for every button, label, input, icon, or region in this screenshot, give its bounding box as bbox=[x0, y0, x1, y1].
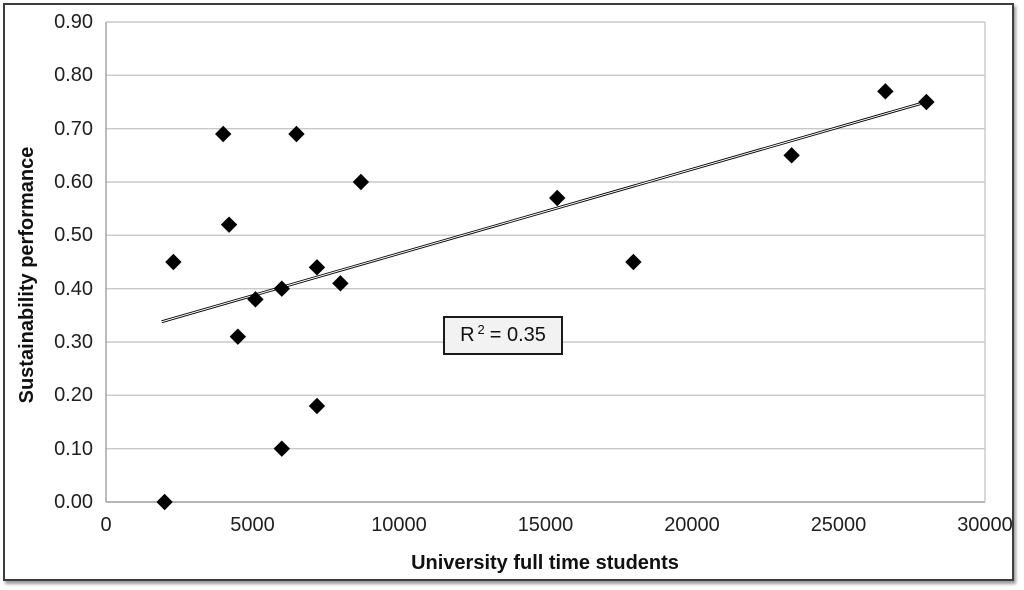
x-tick-label: 5000 bbox=[230, 514, 275, 536]
y-tick-label: 0.50 bbox=[54, 224, 93, 247]
data-point-diamond bbox=[877, 83, 894, 100]
y-tick-label: 0.70 bbox=[54, 117, 93, 140]
x-tick-label: 25000 bbox=[810, 514, 867, 536]
data-point-diamond bbox=[156, 493, 173, 511]
y-tick-label: 0.30 bbox=[54, 331, 93, 353]
data-point-diamond bbox=[783, 147, 800, 164]
r-squared-value: = 0.35 bbox=[489, 324, 546, 346]
y-tick-label: 0.20 bbox=[54, 384, 93, 407]
data-point-diamond bbox=[308, 259, 326, 276]
y-tick-label: 0.60 bbox=[54, 171, 93, 193]
r-squared-exponent: 2 bbox=[477, 322, 485, 337]
data-point-diamond bbox=[229, 328, 247, 345]
x-tick-label: 15000 bbox=[517, 514, 574, 536]
data-point-diamond bbox=[165, 253, 182, 271]
data-point-diamond bbox=[549, 189, 566, 207]
y-tick-label: 0.10 bbox=[54, 437, 93, 460]
trendline-core bbox=[161, 103, 921, 323]
data-point-diamond bbox=[625, 253, 642, 271]
data-point-diamond bbox=[288, 125, 305, 143]
data-point-diamond bbox=[215, 125, 232, 143]
y-axis-title: Sustainability performance bbox=[16, 146, 38, 404]
y-tick-label: 0.40 bbox=[54, 277, 93, 300]
x-axis-title: University full time students bbox=[411, 552, 679, 574]
data-point-diamond bbox=[332, 275, 349, 292]
x-tick-label: 30000 bbox=[957, 514, 1013, 536]
y-tick-label: 0.90 bbox=[54, 11, 93, 33]
x-tick-label: 20000 bbox=[664, 514, 720, 536]
r-squared-label: R bbox=[460, 324, 475, 346]
data-point-diamond bbox=[918, 93, 935, 111]
data-point-diamond bbox=[273, 440, 290, 457]
data-point-diamond bbox=[352, 173, 370, 191]
y-tick-label: 0.00 bbox=[54, 491, 93, 513]
data-point-diamond bbox=[220, 216, 238, 233]
data-point-diamond bbox=[308, 397, 326, 415]
data-point-diamond bbox=[247, 291, 264, 308]
r-squared-annotation: R 2 = 0.35 bbox=[443, 316, 563, 355]
x-tick-label: 10000 bbox=[371, 514, 427, 536]
data-point-diamond bbox=[273, 280, 290, 297]
x-tick-label: 0 bbox=[100, 514, 112, 536]
chart-frame bbox=[3, 3, 1014, 581]
y-tick-label: 0.80 bbox=[54, 64, 93, 87]
